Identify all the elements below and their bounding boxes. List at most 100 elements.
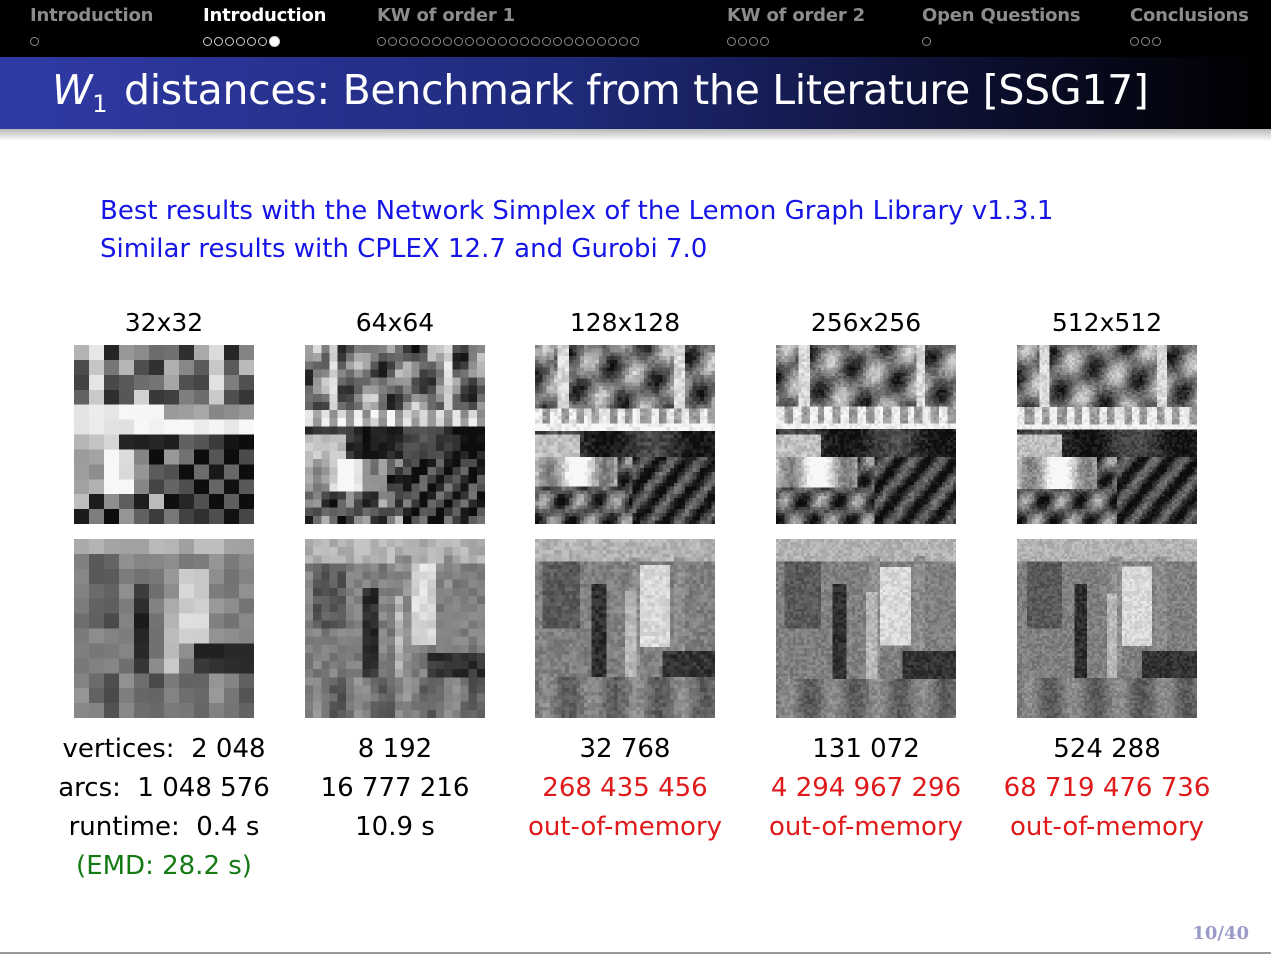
nav-section-title[interactable]: KW of order 2 — [727, 5, 865, 26]
frame-dot[interactable] — [1130, 36, 1139, 46]
nav-section-title[interactable]: Open Questions — [922, 5, 1081, 26]
frame-dot[interactable] — [30, 36, 39, 46]
intro-line-1: Best results with the Network Simplex of… — [100, 196, 1053, 226]
nav-section-open-questions[interactable]: Open Questions — [922, 5, 1081, 48]
resolution-label: 32x32 — [49, 305, 279, 341]
frame-dot[interactable] — [630, 36, 639, 46]
frame-dot[interactable] — [225, 36, 234, 46]
frame-dot[interactable] — [410, 36, 419, 46]
vertices-value: 8 192 — [280, 730, 510, 769]
arcs-value: 268 435 456 — [510, 769, 740, 808]
runtime-value: out-of-memory — [510, 808, 740, 847]
frame-dot[interactable] — [247, 36, 256, 46]
nav-section-conclusions[interactable]: Conclusions — [1130, 5, 1249, 48]
frame-dot[interactable] — [214, 36, 223, 46]
frame-dot[interactable] — [465, 36, 474, 46]
runtime-value: 10.9 s — [280, 808, 510, 847]
frame-dot[interactable] — [542, 36, 551, 46]
frame-dot[interactable] — [619, 36, 628, 46]
nav-section-dots — [377, 34, 639, 48]
frame-dot[interactable] — [738, 36, 747, 46]
frame-dot[interactable] — [531, 36, 540, 46]
arcs-value: 1 048 576 — [137, 773, 269, 803]
room-image-64 — [305, 539, 485, 718]
arcs-value: 68 719 476 736 — [992, 769, 1222, 808]
room-image-32 — [74, 539, 254, 718]
nav-section-title[interactable]: Conclusions — [1130, 5, 1249, 26]
frame-dot[interactable] — [388, 36, 397, 46]
nav-section-title[interactable]: Introduction — [30, 5, 153, 26]
frame-dot[interactable] — [377, 36, 386, 46]
nav-section-dots — [1130, 34, 1249, 48]
frame-dot[interactable] — [564, 36, 573, 46]
section-navigation-bar: Introduction Introduction KW of order 1 … — [0, 0, 1271, 57]
frame-dot[interactable] — [1152, 36, 1161, 46]
nav-section-dots — [727, 34, 865, 48]
vertices-value: 524 288 — [992, 730, 1222, 769]
frame-dot[interactable] — [553, 36, 562, 46]
nav-section-kw-order-1[interactable]: KW of order 1 — [377, 5, 639, 48]
frame-dot[interactable] — [258, 36, 267, 46]
runtime-value: out-of-memory — [992, 808, 1222, 847]
title-variable: W — [52, 66, 93, 114]
resolution-column-64: 64x64 8 192 16 777 216 10.9 s — [280, 305, 510, 847]
intro-line-2: Similar results with CPLEX 12.7 and Guro… — [100, 234, 707, 264]
arcs-stat: arcs: 1 048 576 — [49, 769, 279, 808]
frame-dot[interactable] — [476, 36, 485, 46]
nav-section-introduction-1[interactable]: Introduction — [30, 5, 153, 48]
slide-title-bar — [0, 57, 1271, 129]
frame-dot[interactable] — [203, 36, 212, 46]
nav-section-dots — [922, 34, 1080, 48]
bridge-image-64 — [305, 345, 485, 524]
frame-dot[interactable] — [520, 36, 529, 46]
frame-dot[interactable] — [487, 36, 496, 46]
page-number: 10/40 — [1192, 923, 1249, 944]
resolution-label: 128x128 — [510, 305, 740, 341]
frame-dot[interactable] — [760, 36, 769, 46]
frame-dot[interactable] — [509, 36, 518, 46]
frame-dot[interactable] — [575, 36, 584, 46]
nav-section-introduction-2[interactable]: Introduction — [203, 5, 326, 48]
frame-dot[interactable] — [727, 36, 736, 46]
resolution-column-32: 32x32 vertices: 2 048 arcs: 1 048 576 ru… — [49, 305, 279, 886]
vertices-label: vertices: — [62, 730, 174, 769]
nav-section-dots — [30, 34, 153, 48]
frame-dot[interactable] — [454, 36, 463, 46]
frame-dot[interactable] — [399, 36, 408, 46]
title-bar-shadow — [0, 129, 1271, 141]
resolution-label: 256x256 — [751, 305, 981, 341]
frame-dot[interactable] — [597, 36, 606, 46]
resolution-label: 512x512 — [992, 305, 1222, 341]
frame-dot[interactable] — [749, 36, 758, 46]
resolution-column-128: 128x128 32 768 268 435 456 out-of-memory — [510, 305, 740, 847]
frame-dot[interactable] — [498, 36, 507, 46]
bridge-image-128 — [535, 345, 715, 524]
runtime-stat: runtime: 0.4 s — [49, 808, 279, 847]
arcs-value: 16 777 216 — [280, 769, 510, 808]
resolution-column-512: 512x512 524 288 68 719 476 736 out-of-me… — [992, 305, 1222, 847]
nav-section-dots — [203, 34, 326, 48]
frame-dot[interactable] — [269, 35, 280, 47]
vertices-value: 131 072 — [751, 730, 981, 769]
runtime-label: runtime: — [69, 808, 180, 847]
nav-section-title[interactable]: KW of order 1 — [377, 5, 639, 26]
bridge-image-256 — [776, 345, 956, 524]
frame-dot[interactable] — [1141, 36, 1150, 46]
bottom-rule — [0, 952, 1271, 954]
room-image-512 — [1017, 539, 1197, 718]
frame-dot[interactable] — [236, 36, 245, 46]
title-subscript: 1 — [92, 90, 107, 118]
frame-dot[interactable] — [922, 36, 931, 46]
vertices-value: 2 048 — [191, 734, 265, 764]
nav-section-kw-order-2[interactable]: KW of order 2 — [727, 5, 865, 48]
title-text: distances: Benchmark from the Literature… — [111, 66, 1149, 114]
frame-dot[interactable] — [421, 36, 430, 46]
bridge-image-512 — [1017, 345, 1197, 524]
frame-dot[interactable] — [586, 36, 595, 46]
slide-title: W1 distances: Benchmark from the Literat… — [52, 66, 1149, 118]
frame-dot[interactable] — [432, 36, 441, 46]
resolution-column-256: 256x256 131 072 4 294 967 296 out-of-mem… — [751, 305, 981, 847]
nav-section-title[interactable]: Introduction — [203, 5, 326, 26]
frame-dot[interactable] — [608, 36, 617, 46]
frame-dot[interactable] — [443, 36, 452, 46]
